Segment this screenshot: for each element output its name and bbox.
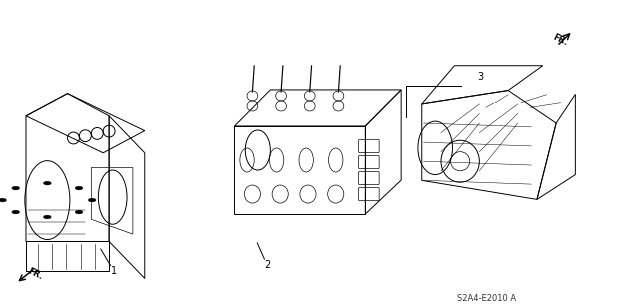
Circle shape [12,210,20,214]
Circle shape [0,198,6,202]
Text: 1: 1 [111,266,117,276]
Circle shape [76,186,83,190]
Text: 2: 2 [264,260,271,270]
Text: FR.: FR. [26,267,44,282]
Circle shape [76,210,83,214]
Text: FR.: FR. [551,33,569,47]
Circle shape [88,198,96,202]
Circle shape [44,181,51,185]
Text: 3: 3 [477,72,483,82]
Circle shape [12,186,20,190]
Text: S2A4-E2010 A: S2A4-E2010 A [457,294,516,303]
Circle shape [44,215,51,219]
